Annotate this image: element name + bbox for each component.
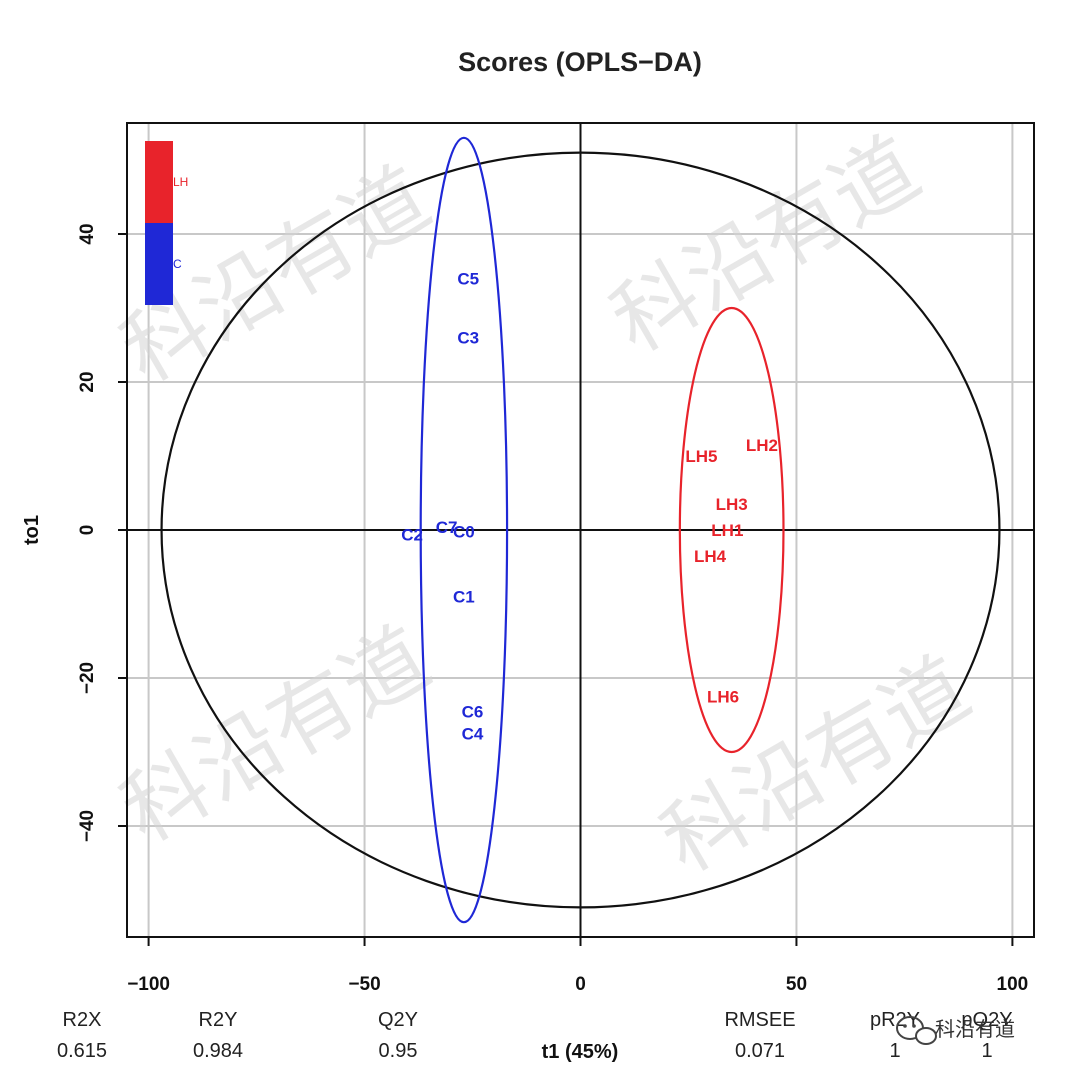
stat-value-pr2y: 1 (889, 1040, 900, 1062)
y-axis-ticks: −40 −20 0 20 40 (77, 223, 127, 842)
point-label-c1: C1 (453, 588, 475, 607)
point-label-c3: C3 (457, 329, 479, 348)
stat-label-rmsee: RMSEE (724, 1009, 795, 1031)
x-tick-label: −100 (127, 974, 170, 995)
point-label-lh5: LH5 (685, 447, 717, 466)
x-axis-label: t1 (45%) (542, 1041, 619, 1063)
point-label-lh6: LH6 (707, 688, 739, 707)
brand-badge: 科沿有道 (896, 1016, 1015, 1045)
model-stats: R2X 0.615 R2Y 0.984 Q2Y 0.95 RMSEE 0.071 pR2Y 1 pQ… (57, 1009, 1013, 1062)
watermark-text: 科沿有道 (646, 638, 986, 891)
x-tick-label: 100 (997, 974, 1029, 995)
y-tick-label: 0 (77, 525, 98, 536)
stat-value-r2x: 0.615 (57, 1040, 107, 1062)
stat-value-q2y: 0.95 (379, 1040, 418, 1062)
legend-swatch-lh (145, 141, 173, 223)
point-label-c0: C0 (453, 522, 475, 541)
stat-value-pq2y: 1 (981, 1040, 992, 1062)
y-tick-label: 20 (77, 371, 98, 392)
legend-label-c: C (173, 257, 182, 271)
stat-label-r2x: R2X (63, 1009, 102, 1031)
stat-label-pq2y: pQ2Y (961, 1009, 1012, 1031)
group-ellipse-lh (678, 306, 785, 754)
point-label-lh2: LH2 (746, 436, 778, 455)
y-tick-label: −20 (77, 662, 98, 694)
stat-value-rmsee: 0.071 (735, 1040, 785, 1062)
point-labels: LH1 LH2 LH3 LH4 LH5 LH6 C0 C1 C2 C3 C4 C5 C6 C7 (401, 269, 778, 743)
point-label-c6: C6 (462, 702, 484, 721)
wechat-icon (896, 1016, 937, 1045)
chart-title: Scores (OPLS−DA) (458, 47, 702, 77)
x-tick-label: 0 (575, 974, 586, 995)
point-label-c2: C2 (401, 525, 423, 544)
point-label-c4: C4 (462, 725, 484, 744)
point-label-lh3: LH3 (716, 495, 748, 514)
stat-label-r2y: R2Y (199, 1009, 238, 1031)
y-tick-label: 40 (77, 223, 98, 244)
point-label-c7: C7 (436, 518, 458, 537)
point-label-lh4: LH4 (694, 547, 727, 566)
zero-axes (127, 123, 1034, 937)
y-tick-label: −40 (77, 810, 98, 842)
point-label-lh1: LH1 (711, 521, 743, 540)
brand-text: 科沿有道 (935, 1017, 1015, 1041)
hotelling-t2-ellipse (160, 151, 1001, 909)
stat-label-pr2y: pR2Y (870, 1009, 920, 1031)
ellipse-layer (160, 136, 1001, 924)
point-label-c5: C5 (457, 269, 479, 288)
legend: LH C (145, 141, 188, 305)
legend-label-lh: LH (173, 175, 188, 189)
x-tick-label: 50 (786, 974, 807, 995)
legend-swatch-c (145, 223, 173, 305)
y-axis-label: to1 (21, 515, 43, 545)
x-tick-label: −50 (348, 974, 380, 995)
watermark-text: 科沿有道 (106, 608, 446, 861)
stat-label-q2y: Q2Y (378, 1009, 418, 1031)
group-ellipse-c (419, 136, 509, 924)
x-axis-ticks: −100 −50 0 50 100 (127, 937, 1028, 995)
stat-value-r2y: 0.984 (193, 1040, 243, 1062)
